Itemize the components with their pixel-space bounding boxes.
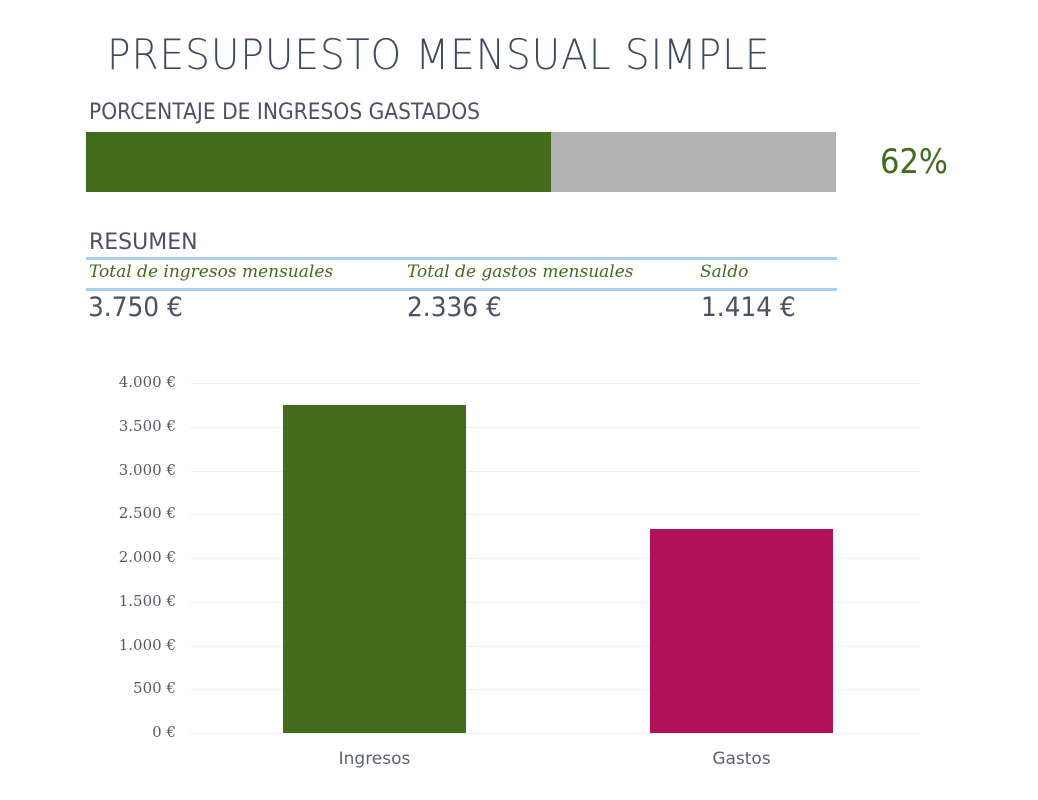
income-spent-progress-bar xyxy=(86,132,836,192)
y-axis-tick-label: 3.500 € xyxy=(118,417,176,435)
gridline xyxy=(190,427,920,428)
y-axis-tick-label: 500 € xyxy=(133,679,176,697)
page-title: PRESUPUESTO MENSUAL SIMPLE xyxy=(107,30,771,79)
summary-value-balance: 1.414 € xyxy=(701,292,796,323)
progress-percentage: 62% xyxy=(880,142,949,182)
summary-header-expenses: Total de gastos mensuales xyxy=(407,262,634,282)
summary-header-rule-bottom xyxy=(86,288,837,291)
gridline xyxy=(190,383,920,384)
gridline xyxy=(190,646,920,647)
y-axis-tick-label: 2.000 € xyxy=(118,548,176,566)
gridline xyxy=(190,602,920,603)
y-axis-tick-label: 1.500 € xyxy=(118,592,176,610)
y-axis-tick-label: 1.000 € xyxy=(118,636,176,654)
bar-gastos xyxy=(650,529,833,733)
x-axis-label-ingresos: Ingresos xyxy=(338,749,411,769)
gridline xyxy=(190,558,920,559)
x-axis-label-gastos: Gastos xyxy=(712,749,771,769)
gridline xyxy=(190,733,920,734)
y-axis-tick-label: 3.000 € xyxy=(118,461,176,479)
progress-fill xyxy=(86,132,551,192)
y-axis-tick-label: 4.000 € xyxy=(118,373,176,391)
summary-value-income: 3.750 € xyxy=(88,292,183,323)
summary-value-expenses: 2.336 € xyxy=(407,292,502,323)
summary-header-income: Total de ingresos mensuales xyxy=(89,262,334,282)
y-axis-tick-label: 2.500 € xyxy=(118,504,176,522)
progress-section-title: PORCENTAJE DE INGRESOS GASTADOS xyxy=(89,100,480,125)
gridline xyxy=(190,471,920,472)
summary-title: RESUMEN xyxy=(89,230,198,255)
bar-ingresos xyxy=(283,405,466,733)
gridline xyxy=(190,514,920,515)
gridline xyxy=(190,689,920,690)
summary-header-rule-top xyxy=(86,257,837,260)
summary-header-balance: Saldo xyxy=(700,262,749,282)
y-axis-tick-label: 0 € xyxy=(152,723,176,741)
